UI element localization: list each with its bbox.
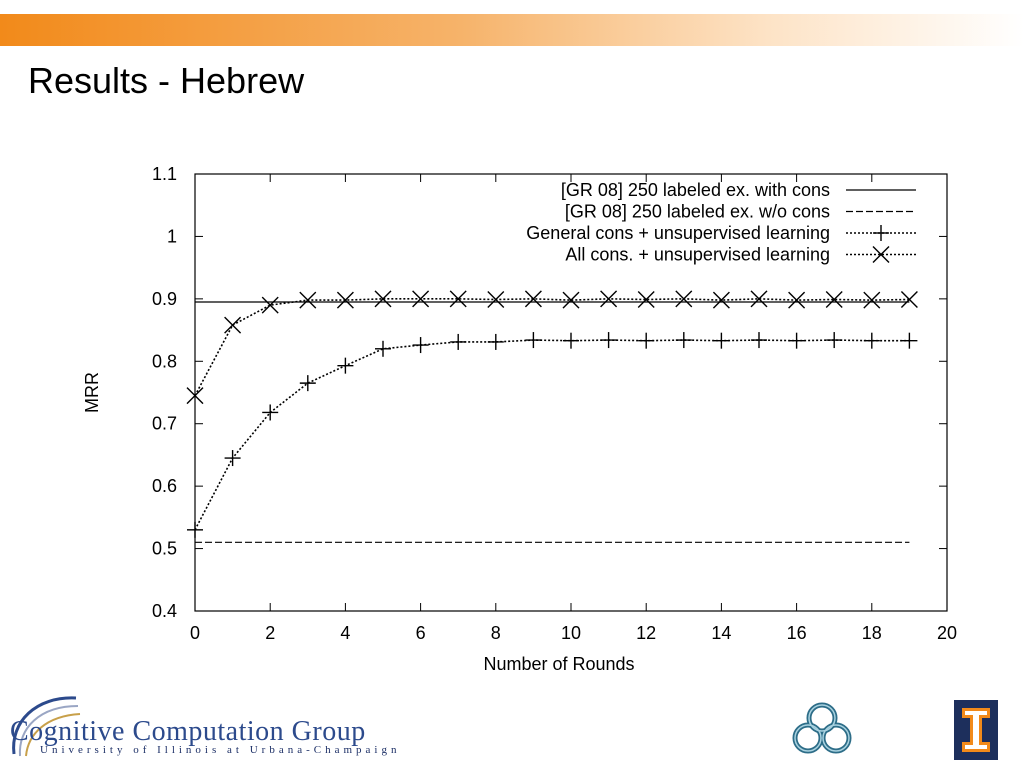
- series-2-point: [525, 332, 542, 349]
- series-2-point: [713, 332, 730, 349]
- series-3-point: [712, 291, 730, 309]
- x-tick-label: 16: [787, 623, 807, 643]
- series-line-3: [194, 298, 910, 396]
- x-tick-label: 18: [862, 623, 882, 643]
- legend-label-1: [GR 08] 250 labeled ex. w/o cons: [565, 202, 830, 222]
- y-tick-label: 0.7: [152, 414, 177, 434]
- series-2-point: [563, 332, 579, 349]
- y-tick-label: 0.6: [152, 476, 177, 496]
- series-3-point: [825, 290, 843, 308]
- legend-marker-3: [872, 246, 890, 263]
- slide-title: Results - Hebrew: [28, 60, 305, 101]
- block-i-icon: [952, 698, 1000, 762]
- legend: [GR 08] 250 labeled ex. with cons[GR 08]…: [526, 180, 916, 265]
- series-2-point: [375, 340, 391, 357]
- series-3-point: [449, 290, 467, 308]
- series-3-point: [374, 290, 392, 308]
- x-tick-label: 12: [636, 623, 656, 643]
- y-tick-label: 0.8: [152, 351, 177, 371]
- x-tick-label: 0: [190, 623, 200, 643]
- axes-layer: 0 2 4 6 8 10 12 14 16 18 20 0.4 0.5 0.6 0.7 0.8 0.9 1 1.1 N…: [82, 164, 957, 674]
- y-axis-label: MRR: [82, 372, 102, 413]
- series-3-point: [900, 290, 918, 308]
- series-2-point: [450, 333, 467, 350]
- series-3-point: [675, 290, 693, 308]
- x-tick-label: 10: [561, 623, 581, 643]
- series-3-point: [863, 291, 881, 309]
- y-tick-label: 0.4: [152, 601, 177, 621]
- logo-university-name: University of Illinois at Urbana-Champai…: [40, 744, 401, 756]
- series-2-point: [826, 332, 843, 349]
- series-layer: [186, 290, 918, 543]
- series-2-point: [487, 333, 504, 350]
- series-3-point: [224, 316, 242, 334]
- series-2-point: [187, 521, 203, 538]
- cognitive-computation-group-logo: Cognitive Computation Group University o…: [6, 692, 506, 762]
- x-tick-label: 8: [491, 623, 501, 643]
- series-2-point: [337, 357, 354, 374]
- series-3-point: [336, 291, 354, 309]
- series-2-point: [788, 332, 805, 349]
- series-3-point: [186, 387, 204, 405]
- series-2-point: [224, 450, 241, 467]
- y-tick-label: 0.9: [152, 289, 177, 309]
- series-2-point: [675, 332, 692, 349]
- series-3-point: [299, 291, 317, 309]
- series-3-point: [637, 290, 655, 308]
- x-axis-label: Number of Rounds: [483, 654, 634, 674]
- series-2-point: [262, 404, 279, 421]
- x-tick-label: 6: [416, 623, 426, 643]
- series-3-point: [412, 290, 430, 308]
- y-tick-label: 0.5: [152, 539, 177, 559]
- legend-label-0: [GR 08] 250 labeled ex. with cons: [561, 180, 830, 200]
- series-2-point: [751, 332, 767, 349]
- legend-label-3: All cons. + unsupervised learning: [565, 245, 830, 265]
- series-3-point: [788, 291, 806, 309]
- legend-marker-2: [873, 225, 889, 241]
- series-2-point: [600, 332, 617, 349]
- y-tick-label: 1.1: [152, 164, 177, 184]
- series-2-point: [299, 375, 316, 392]
- celtic-knot-icon: [792, 702, 852, 754]
- series-2-point: [412, 337, 429, 354]
- y-tick-label: 1: [167, 226, 177, 246]
- series-3-point: [600, 290, 618, 308]
- series-line-2: [194, 339, 910, 531]
- legend-label-2: General cons + unsupervised learning: [526, 223, 830, 243]
- x-tick-label: 4: [340, 623, 350, 643]
- series-2-point: [863, 332, 880, 349]
- series-3-point: [261, 296, 279, 314]
- x-tick-label: 20: [937, 623, 957, 643]
- series-3-point: [562, 291, 580, 309]
- title-accent-bar: [0, 14, 1024, 46]
- logo-group-name: Cognitive Computation Group: [10, 716, 366, 747]
- series-3-point: [487, 290, 505, 308]
- series-3-point: [524, 290, 542, 308]
- series-3-point: [750, 290, 768, 308]
- series-2-point: [901, 332, 918, 349]
- x-tick-label: 14: [711, 623, 731, 643]
- mrr-line-chart: 0 2 4 6 8 10 12 14 16 18 20 0.4 0.5 0.6 0.7 0.8 0.9 1 1.1 N…: [82, 164, 957, 674]
- x-tick-label: 2: [265, 623, 275, 643]
- series-2-point: [638, 332, 655, 349]
- swoosh-icon: [12, 696, 81, 757]
